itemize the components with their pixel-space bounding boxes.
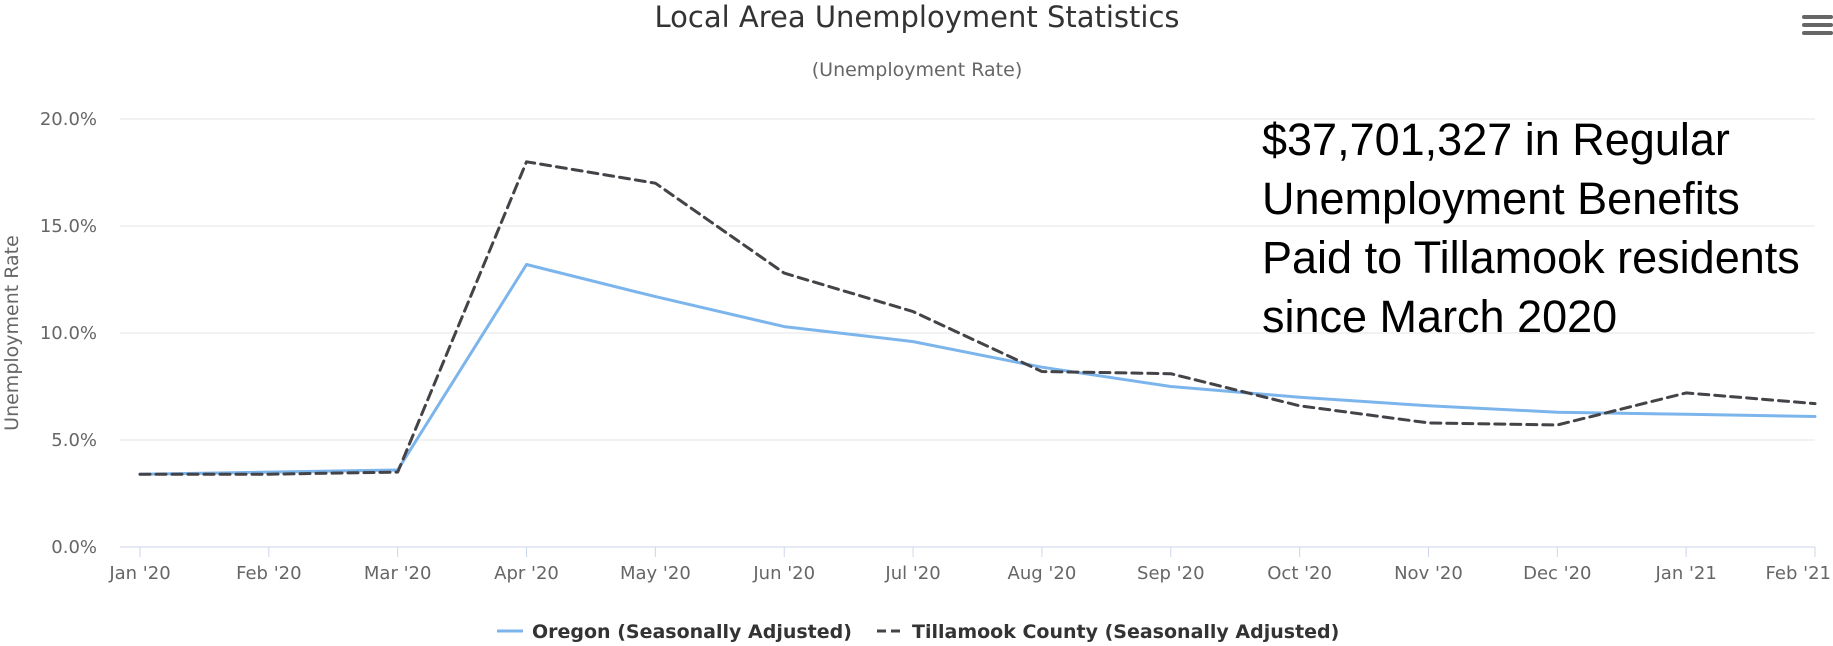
series-group bbox=[138, 160, 1817, 476]
chart-subtitle: (Unemployment Rate) bbox=[812, 59, 1022, 81]
x-tick-label: Jan '20 bbox=[108, 563, 170, 584]
legend-item-1[interactable]: Oregon (Seasonally Adjusted) bbox=[532, 621, 852, 643]
series-line-1 bbox=[138, 263, 1817, 476]
hamburger-menu-icon[interactable] bbox=[1802, 12, 1833, 36]
x-tick-label: Dec '20 bbox=[1523, 563, 1591, 584]
grid-lines bbox=[120, 118, 1815, 441]
x-axis: Jan '20 Feb '20 Mar '20 Apr '20 May '20 Jun '… bbox=[108, 546, 1831, 584]
x-tick-label: Sep '20 bbox=[1137, 563, 1205, 584]
x-tick-label: Jan '21 bbox=[1654, 563, 1716, 584]
x-tick-label: Feb '21 bbox=[1766, 563, 1831, 584]
x-tick-label: Feb '20 bbox=[236, 563, 301, 584]
y-tick-label: 20.0% bbox=[40, 109, 97, 130]
y-tick-label: 5.0% bbox=[51, 430, 97, 451]
y-tick-label: 10.0% bbox=[40, 323, 97, 344]
x-tick-label: Nov '20 bbox=[1394, 563, 1463, 584]
x-tick-label: Oct '20 bbox=[1267, 563, 1332, 584]
x-tick-label: Jun '20 bbox=[752, 563, 815, 584]
x-tick-label: Jul '20 bbox=[884, 563, 940, 584]
series-line-2 bbox=[138, 160, 1817, 476]
y-axis-ticks: 0.0% 5.0% 10.0% 15.0% 20.0% bbox=[40, 109, 97, 558]
legend-item-2[interactable]: Tillamook County (Seasonally Adjusted) bbox=[912, 621, 1339, 643]
y-axis-title: Unemployment Rate bbox=[1, 235, 23, 431]
x-tick-label: May '20 bbox=[620, 563, 691, 584]
chart-title: Local Area Unemployment Statistics bbox=[654, 0, 1179, 34]
x-tick-label: Apr '20 bbox=[494, 563, 559, 584]
x-tick-label: Mar '20 bbox=[364, 563, 432, 584]
y-tick-label: 0.0% bbox=[51, 537, 97, 558]
legend: Oregon (Seasonally Adjusted) Tillamook Co… bbox=[497, 621, 1339, 643]
benefits-annotation: $37,701,327 in Regular Unemployment Bene… bbox=[1262, 114, 1800, 342]
y-tick-label: 15.0% bbox=[40, 216, 97, 237]
x-tick-label: Aug '20 bbox=[1008, 563, 1077, 584]
